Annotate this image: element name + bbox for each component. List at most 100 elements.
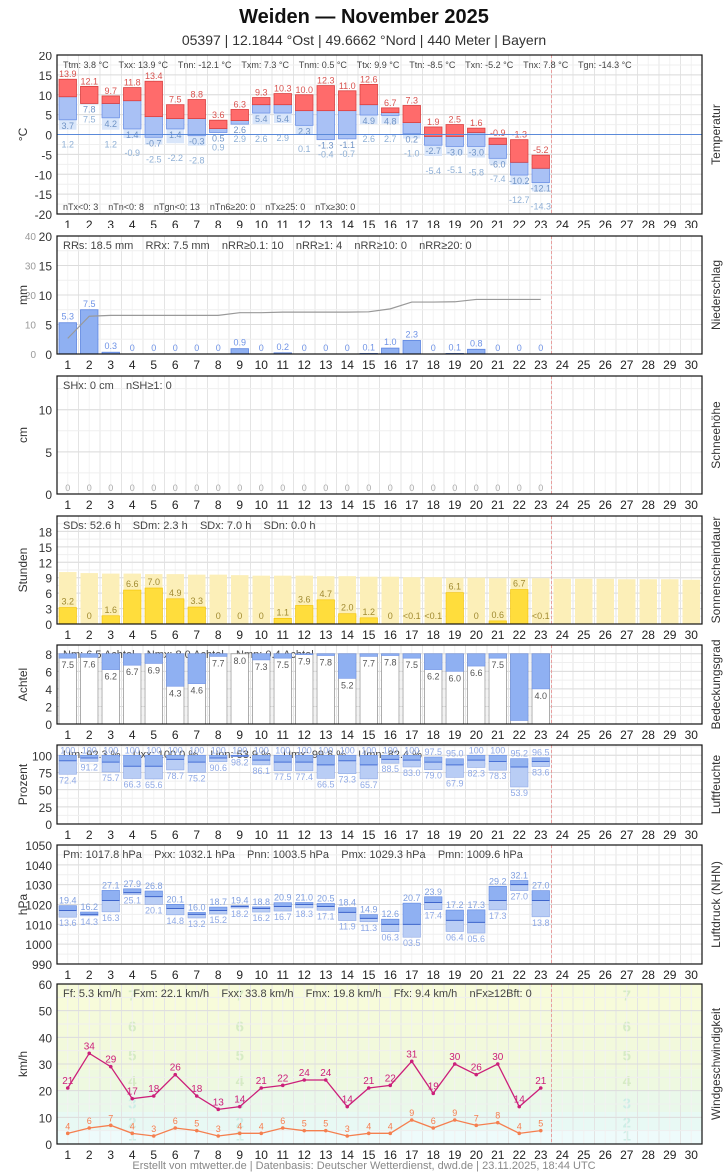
svg-text:18: 18 [427,1148,441,1160]
svg-text:24: 24 [556,628,570,640]
svg-text:3: 3 [107,498,114,510]
svg-text:4.6: 4.6 [190,686,203,696]
svg-text:2.7: 2.7 [384,134,397,144]
svg-text:100: 100 [469,745,484,755]
svg-text:0.1: 0.1 [298,144,311,154]
svg-text:0.9: 0.9 [233,338,246,348]
footer-credits: Erstellt von mtwetter.de | Datenbasis: D… [132,1160,596,1172]
y-tick-label: 15 [39,260,53,274]
svg-text:16.0: 16.0 [188,902,206,912]
svg-text:-1.3: -1.3 [318,141,334,151]
svg-text:-1.1: -1.1 [339,140,355,150]
svg-text:5: 5 [302,1119,307,1129]
svg-text:26: 26 [599,218,613,228]
svg-text:27: 27 [620,1148,634,1160]
svg-text:100: 100 [168,745,183,755]
svg-text:18: 18 [191,1084,203,1095]
svg-text:91.2: 91.2 [80,762,98,772]
svg-text:6.0: 6.0 [448,673,461,683]
svg-text:6: 6 [172,728,179,740]
svg-text:7.6: 7.6 [83,659,96,669]
svg-text:27.1: 27.1 [102,880,120,890]
svg-text:11: 11 [277,728,290,740]
svg-text:75.2: 75.2 [188,773,206,783]
svg-text:0: 0 [388,611,393,621]
svg-text:6: 6 [172,828,179,840]
svg-text:29: 29 [663,218,677,228]
svg-text:6: 6 [431,1116,436,1126]
svg-text:18.2: 18.2 [231,909,249,919]
svg-text:6.9: 6.9 [147,665,160,675]
svg-text:82.3: 82.3 [467,768,485,778]
svg-text:20.5: 20.5 [317,894,335,904]
svg-text:3: 3 [107,218,114,228]
svg-text:0: 0 [65,483,70,493]
svg-text:7.5: 7.5 [491,660,504,670]
svg-text:29: 29 [663,628,677,640]
svg-text:29: 29 [663,498,677,510]
svg-text:3: 3 [345,1124,350,1134]
svg-text:0: 0 [216,483,221,493]
svg-text:27: 27 [620,628,634,640]
svg-text:26: 26 [170,1063,182,1074]
y-tick-label: 5 [45,319,52,333]
svg-text:-10.2: -10.2 [509,176,530,186]
svg-text:25: 25 [577,218,591,228]
svg-text:2: 2 [86,628,93,640]
svg-text:13: 13 [319,828,333,840]
svg-text:12: 12 [298,498,312,510]
svg-text:5.2: 5.2 [341,680,354,690]
svg-text:7.5: 7.5 [83,115,96,125]
svg-text:13: 13 [213,1097,225,1108]
svg-text:-2.7: -2.7 [425,146,441,156]
y-tick-label: 25 [39,801,53,815]
svg-text:8: 8 [215,498,222,510]
svg-text:29: 29 [663,728,677,740]
svg-text:6.3: 6.3 [233,99,246,109]
y-tick-label: 0 [45,718,52,732]
svg-text:21: 21 [491,498,505,510]
svg-text:5: 5 [150,728,157,740]
svg-text:23: 23 [534,358,548,370]
svg-text:18: 18 [148,1084,160,1095]
svg-text:11: 11 [277,828,290,840]
svg-text:2.3: 2.3 [298,126,311,136]
y-tick-label: 100 [32,749,52,763]
y-tick-label: 2 [45,700,52,714]
y-tick-label: 6 [45,665,52,679]
svg-text:7.5: 7.5 [276,660,289,670]
svg-text:5: 5 [150,218,157,228]
svg-text:27: 27 [620,828,634,840]
svg-text:-0.3: -0.3 [189,137,205,147]
svg-text:83.6: 83.6 [532,768,550,778]
svg-text:Luftdruck (NHN): Luftdruck (NHN) [709,861,723,948]
y-tick-label: -15 [35,188,53,202]
svg-text:19.4: 19.4 [59,896,77,906]
svg-text:1.6: 1.6 [104,605,117,615]
svg-text:6: 6 [172,358,179,370]
svg-text:98.2: 98.2 [231,758,249,768]
svg-text:19: 19 [448,358,462,370]
svg-text:5.4: 5.4 [255,114,268,124]
svg-text:16: 16 [384,828,398,840]
svg-text:96.5: 96.5 [532,748,550,758]
y-tick-label: 20 [39,1085,53,1099]
svg-text:19: 19 [428,1081,440,1092]
svg-text:0: 0 [323,343,328,353]
svg-text:20.9: 20.9 [274,893,292,903]
svg-text:4: 4 [130,1121,135,1131]
svg-text:6: 6 [172,968,179,980]
svg-text:25: 25 [577,498,591,510]
y-tick-label: 1040 [25,859,52,873]
svg-text:0: 0 [538,343,543,353]
svg-text:7.3: 7.3 [405,95,418,105]
sunshine-chart: 18 15 12 9 6 3 0 Stunden Sonnenscheindauer 1 2 3 4 5 6… [0,510,728,640]
svg-text:16: 16 [384,1148,398,1160]
svg-text:5.3: 5.3 [61,312,74,322]
svg-text:29: 29 [663,828,677,840]
svg-text:4: 4 [129,218,136,228]
svg-text:0: 0 [173,343,178,353]
svg-text:0: 0 [87,611,92,621]
svg-text:0: 0 [259,483,264,493]
svg-text:0.2: 0.2 [405,135,418,145]
